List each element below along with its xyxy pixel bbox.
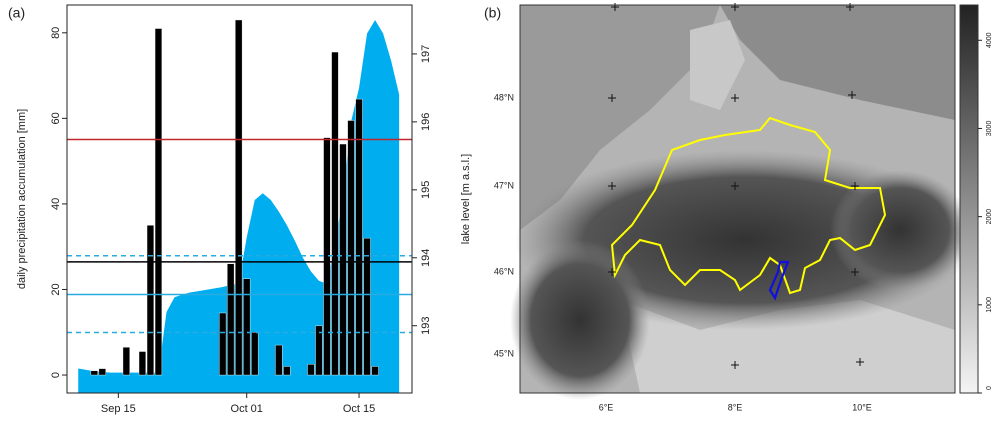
bar [307,364,314,375]
y2-tick-label: 196 [420,113,432,131]
colorbar [960,5,978,393]
lat-label: 47°N [494,180,514,190]
bar [227,264,234,375]
panel-label: (b) [484,5,501,21]
plot-area [67,20,412,393]
colorbar-tick-label: 2000 [986,209,993,225]
mountains [510,240,650,400]
colorbar-tick-label: 4000 [986,32,993,48]
y-tick-label: 60 [50,112,62,124]
y2-axis-label: lake level [m a.s.l.] [460,154,472,244]
y-tick-label: 0 [50,372,62,378]
lat-label: 48°N [494,92,514,102]
colorbar-tick-label: 3000 [986,121,993,137]
bar [364,238,371,375]
bar [340,144,347,375]
y-axis-label: daily precipitation accumulation [mm] [16,109,28,289]
lon-label: 8°E [728,402,743,412]
bar [251,332,258,375]
bar [348,121,355,376]
y-tick-label: 40 [50,198,62,210]
colorbar-tick-label: 0 [986,386,993,390]
lon-label: 10°E [852,402,872,412]
x-tick-label: Sep 15 [101,403,136,415]
lat-label: 45°N [494,348,514,358]
bar [332,52,339,375]
bar [91,371,98,375]
panel-label: (a) [8,5,25,21]
bar [283,366,290,375]
bar [275,345,282,375]
bar [139,352,146,376]
bar [99,369,106,375]
map: 48°N 47°N 46°N 45°N 6°E 8°E 10°E [494,3,978,412]
y-tick-label: 80 [50,27,62,39]
figure: (a) (b) daily precipitation accumulation… [0,0,998,422]
y2-tick-label: 195 [420,181,432,199]
y2-tick-label: 194 [420,249,432,267]
y2-tick-label: 197 [420,45,432,63]
bar [123,347,130,375]
colorbar-tick-label: 1000 [986,297,993,313]
lon-label: 6°E [599,402,614,412]
bar [356,99,363,375]
bar [219,313,226,375]
x-tick-label: Oct 01 [231,403,263,415]
y-tick-label: 20 [50,283,62,295]
lat-label: 46°N [494,266,514,276]
bar [147,225,154,375]
bar [372,366,379,375]
bar [155,29,162,376]
bar [235,20,242,375]
bar [243,279,250,375]
x-tick-label: Oct 15 [343,403,375,415]
y2-tick-label: 193 [420,317,432,335]
